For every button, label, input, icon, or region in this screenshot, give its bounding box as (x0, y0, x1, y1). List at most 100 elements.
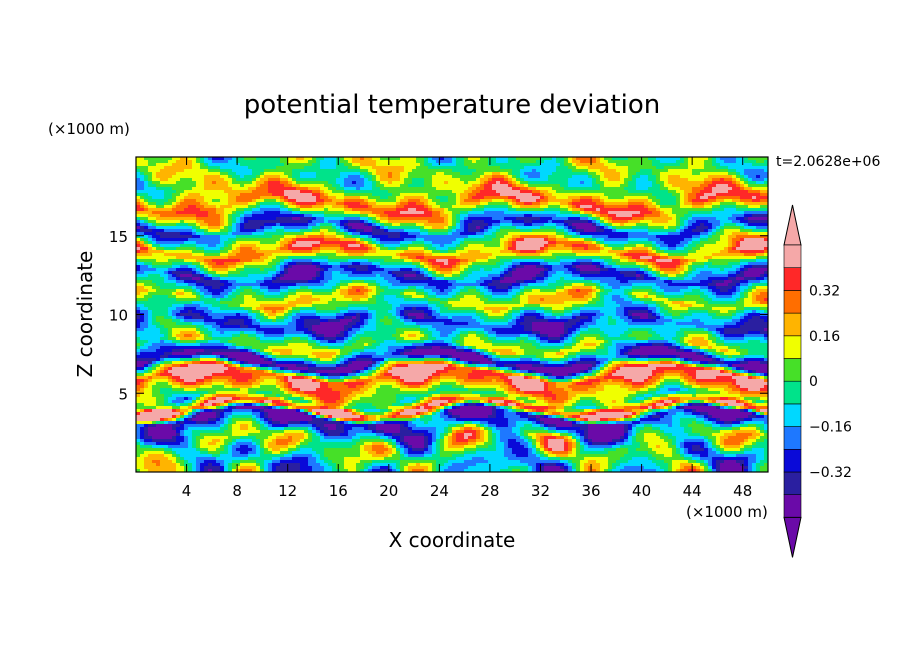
heat-cell (684, 169, 689, 173)
heat-cell (236, 247, 241, 251)
heat-cell (736, 208, 741, 212)
heat-cell (556, 226, 561, 230)
heat-cell (556, 202, 561, 206)
heat-cell (360, 220, 365, 224)
heat-cell (472, 238, 477, 242)
heat-cell (600, 193, 605, 197)
heat-cell (660, 211, 665, 215)
heat-cell (672, 217, 677, 221)
heat-cell (388, 247, 393, 251)
heat-cell (672, 232, 677, 236)
heat-cell (604, 199, 609, 203)
heat-cell (528, 193, 533, 197)
heat-cell (188, 202, 193, 206)
heat-cell (692, 184, 697, 188)
heat-cell (676, 214, 681, 218)
heat-cell (156, 172, 161, 176)
heat-cell (360, 205, 365, 209)
heat-cell (456, 190, 461, 194)
heat-cell (628, 169, 633, 173)
heat-cell (316, 175, 321, 179)
heat-cell (168, 214, 173, 218)
heat-cell (396, 187, 401, 191)
heat-cell (372, 193, 377, 197)
heat-cell (152, 223, 157, 227)
heat-cell (268, 193, 273, 197)
heat-cell (584, 229, 589, 233)
heat-cell (580, 160, 585, 164)
heat-cell (372, 202, 377, 206)
heat-cell (140, 223, 145, 227)
heat-cell (684, 235, 689, 239)
heat-cell (600, 190, 605, 194)
heat-cell (656, 208, 661, 212)
heat-cell (632, 247, 637, 251)
heat-cell (144, 244, 149, 248)
heat-cell (164, 241, 169, 245)
heat-cell (428, 244, 433, 248)
heat-cell (284, 163, 289, 167)
heat-cell (176, 220, 181, 224)
heat-cell (292, 226, 297, 230)
heat-cell (440, 220, 445, 224)
heat-cell (552, 220, 557, 224)
heat-cell (716, 199, 721, 203)
heat-cell (572, 160, 577, 164)
heat-cell (588, 178, 593, 182)
heat-cell (260, 208, 265, 212)
heat-cell (600, 196, 605, 200)
heat-cell (452, 229, 457, 233)
heat-cell (344, 241, 349, 245)
heat-cell (232, 235, 237, 239)
heat-cell (408, 178, 413, 182)
heat-cell (432, 217, 437, 221)
heat-cell (644, 226, 649, 230)
heat-cell (340, 247, 345, 251)
heat-cell (676, 196, 681, 200)
heat-cell (556, 166, 561, 170)
heat-cell (196, 235, 201, 239)
heat-cell (460, 163, 465, 167)
heat-cell (496, 190, 501, 194)
heat-cell (704, 217, 709, 221)
heat-cell (620, 187, 625, 191)
heat-cell (396, 172, 401, 176)
heat-cell (708, 190, 713, 194)
heat-cell (328, 250, 333, 254)
heat-cell (308, 193, 313, 197)
heat-cell (164, 211, 169, 215)
heat-cell (316, 235, 321, 239)
heat-cell (312, 250, 317, 254)
heat-cell (700, 235, 705, 239)
heat-cell (616, 181, 621, 185)
heat-cell (492, 235, 497, 239)
heat-cell (264, 223, 269, 227)
heat-cell (172, 184, 177, 188)
heat-cell (416, 238, 421, 242)
heat-cell (636, 178, 641, 182)
heat-cell (528, 169, 533, 173)
heat-cell (248, 217, 253, 221)
heat-cell (664, 181, 669, 185)
heat-cell (224, 184, 229, 188)
heat-cell (592, 193, 597, 197)
heat-cell (336, 238, 341, 242)
heat-cell (252, 187, 257, 191)
heat-cell (648, 223, 653, 227)
heat-cell (764, 172, 768, 176)
heat-cell (632, 211, 637, 215)
heat-cell (376, 226, 381, 230)
heat-cell (552, 208, 557, 212)
heat-cell (216, 208, 221, 212)
heat-cell (376, 184, 381, 188)
heat-cell (304, 247, 309, 251)
heat-cell (564, 238, 569, 242)
heat-cell (360, 238, 365, 242)
heat-cell (708, 229, 713, 233)
heat-cell (744, 172, 749, 176)
heat-cell (464, 196, 469, 200)
heat-cell (536, 211, 541, 215)
heat-cell (204, 166, 209, 170)
heat-cell (452, 202, 457, 206)
heat-cell (172, 211, 177, 215)
